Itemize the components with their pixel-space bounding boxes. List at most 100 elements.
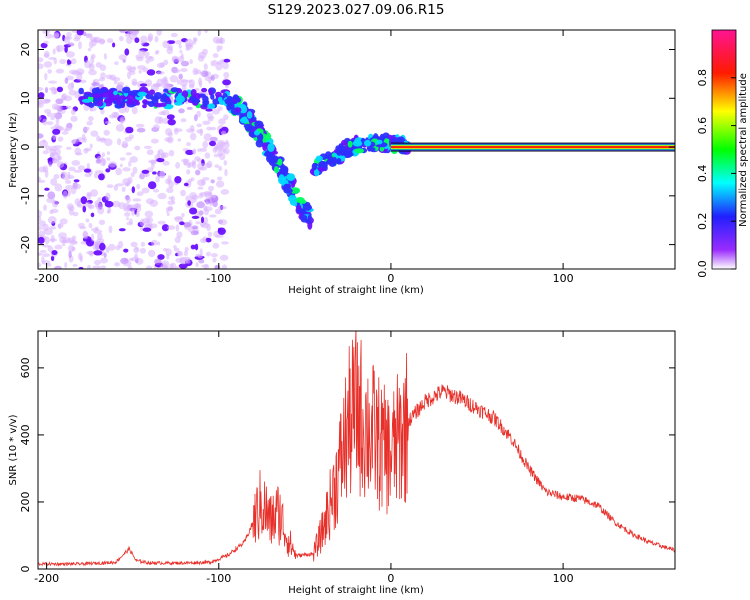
noise-speckle xyxy=(167,136,174,144)
noise-speckle xyxy=(96,241,100,247)
noise-speckle xyxy=(166,253,170,260)
band-10hz-cell xyxy=(191,98,201,104)
noise-speckle xyxy=(77,165,86,171)
noise-speckle xyxy=(52,48,56,55)
noise-speckle xyxy=(104,138,113,147)
noise-speckle xyxy=(194,243,199,251)
descending-trace-cell xyxy=(262,142,268,151)
noise-speckle xyxy=(199,238,207,244)
noise-speckle xyxy=(67,245,75,252)
noise-speckle xyxy=(186,164,192,169)
noise-speckle xyxy=(206,112,213,119)
noise-speckle xyxy=(176,251,182,256)
noise-speckle xyxy=(71,160,81,166)
noise-speckle xyxy=(121,186,126,192)
noise-speckle xyxy=(38,230,46,237)
noise-speckle xyxy=(73,179,80,183)
noise-speckle xyxy=(57,223,64,228)
colorbar-gradient xyxy=(711,29,737,270)
noise-speckle xyxy=(197,186,204,190)
noise-speckle xyxy=(168,196,173,200)
noise-speckle xyxy=(48,80,58,84)
descending-trace-cell xyxy=(300,214,308,221)
noise-speckle xyxy=(185,149,195,156)
noise-speckle xyxy=(65,185,74,190)
band-10hz-cell xyxy=(81,98,92,103)
noise-speckle xyxy=(184,246,189,252)
noise-speckle xyxy=(216,140,226,147)
noise-speckle xyxy=(99,242,106,251)
noise-speckle xyxy=(106,210,111,214)
noise-speckle xyxy=(141,187,150,194)
noise-speckle xyxy=(125,196,131,203)
noise-speckle xyxy=(46,197,55,204)
noise-speckle xyxy=(173,245,177,249)
noise-speckle xyxy=(82,205,87,213)
noise-speckle xyxy=(65,146,72,150)
noise-speckle xyxy=(190,244,196,250)
noise-speckle xyxy=(73,37,81,42)
descending-trace-cell xyxy=(269,156,275,163)
noise-speckle xyxy=(216,45,220,53)
spectrogram-ylabel: Frequency (Hz) xyxy=(8,112,19,188)
noise-speckle xyxy=(135,54,145,59)
noise-speckle xyxy=(105,168,111,173)
noise-speckle xyxy=(84,173,92,178)
noise-speckle xyxy=(55,117,60,125)
noise-speckle xyxy=(200,216,205,224)
noise-speckle xyxy=(180,68,188,72)
band-10hz-cell xyxy=(161,93,168,102)
band-10hz-cell xyxy=(91,87,100,94)
noise-speckle xyxy=(68,250,72,258)
descending-trace-cell xyxy=(243,123,253,129)
noise-speckle xyxy=(133,246,140,254)
noise-speckle xyxy=(108,243,116,251)
x-tick-label: -100 xyxy=(206,272,231,285)
noise-speckle xyxy=(171,69,181,73)
y-tick-label: 200 xyxy=(19,491,32,512)
band-10hz-cell xyxy=(147,101,155,107)
noise-speckle xyxy=(56,86,64,93)
spectrogram-frame xyxy=(37,29,676,270)
noise-speckle xyxy=(180,189,186,197)
noise-speckle xyxy=(38,210,43,218)
noise-speckle xyxy=(43,228,53,236)
noise-speckle xyxy=(92,265,102,269)
y-tick-label: -10 xyxy=(19,187,32,205)
noise-speckle xyxy=(78,266,84,269)
noise-speckle xyxy=(43,61,53,68)
noise-speckle xyxy=(206,160,213,168)
noise-speckle xyxy=(88,40,94,49)
noise-speckle xyxy=(161,117,170,125)
descending-trace-cell xyxy=(288,194,297,203)
y-tick-label: 400 xyxy=(19,424,32,445)
noise-speckle xyxy=(67,175,75,179)
noise-speckle xyxy=(92,244,97,250)
noise-speckle xyxy=(125,33,131,38)
noise-speckle xyxy=(194,156,201,161)
x-tick-label: -200 xyxy=(34,572,59,585)
noise-speckle xyxy=(212,36,221,44)
noise-speckle xyxy=(169,263,174,269)
noise-speckle xyxy=(43,204,47,211)
noise-speckle xyxy=(38,216,42,222)
noise-speckle xyxy=(93,250,103,256)
noise-speckle xyxy=(195,221,201,225)
noise-speckle xyxy=(76,30,84,36)
noise-speckle xyxy=(80,196,88,205)
rising-trace-cell xyxy=(341,155,346,162)
noise-speckle xyxy=(168,149,175,157)
rising-trace-cell xyxy=(340,147,347,155)
noise-speckle xyxy=(140,241,146,247)
noise-speckle xyxy=(220,189,230,195)
noise-speckle xyxy=(197,254,203,259)
noise-speckle xyxy=(38,252,44,256)
noise-speckle xyxy=(203,133,212,142)
rising-trace-cell xyxy=(335,145,342,152)
noise-speckle xyxy=(146,265,153,269)
noise-speckle xyxy=(99,137,106,143)
descending-trace-cell xyxy=(255,139,264,148)
noise-speckle xyxy=(175,162,181,169)
noise-speckle xyxy=(128,218,133,225)
noise-speckle xyxy=(59,58,67,65)
